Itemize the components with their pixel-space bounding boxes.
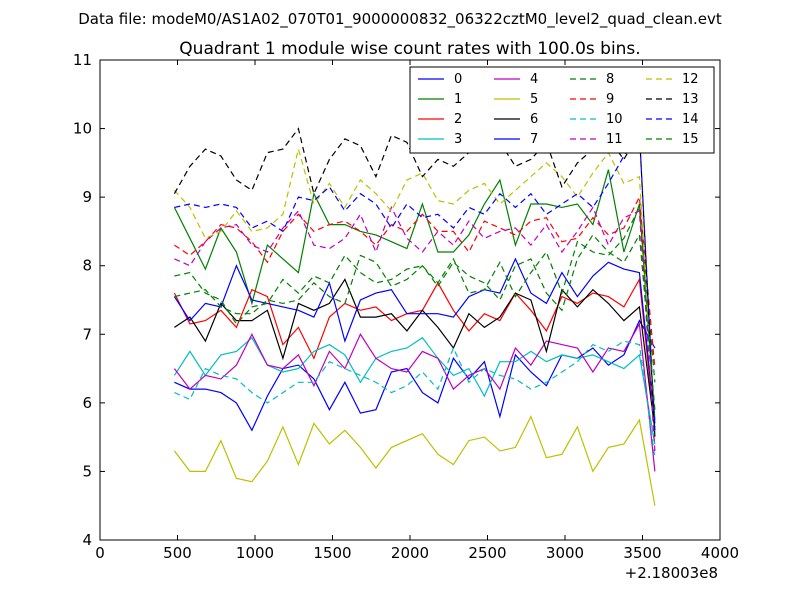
y-tick-label: 5 xyxy=(82,462,92,480)
y-tick-label: 10 xyxy=(73,120,92,138)
series-line-14 xyxy=(174,130,656,431)
x-offset-label: +2.18003e8 xyxy=(625,564,718,582)
series-line-9 xyxy=(174,194,656,369)
series-line-7 xyxy=(173,257,656,424)
legend-label-8: 8 xyxy=(606,72,614,87)
legend-label-13: 13 xyxy=(682,92,699,107)
legend-label-11: 11 xyxy=(606,132,623,147)
y-tick-label: 6 xyxy=(82,394,92,412)
y-tick-label: 8 xyxy=(82,257,92,275)
legend-label-10: 10 xyxy=(606,112,623,127)
legend-label-5: 5 xyxy=(530,92,538,107)
legend-label-12: 12 xyxy=(682,72,699,87)
y-tick-label: 9 xyxy=(82,188,92,206)
y-tick-label: 11 xyxy=(73,51,92,69)
legend-label-15: 15 xyxy=(682,132,699,147)
legend-label-3: 3 xyxy=(454,132,462,147)
series-line-0 xyxy=(174,319,656,432)
legend-label-0: 0 xyxy=(454,72,462,87)
series-line-10 xyxy=(174,340,656,458)
y-tick-label: 7 xyxy=(82,325,92,343)
series-line-11 xyxy=(174,205,656,451)
legend-label-14: 14 xyxy=(682,112,699,127)
axis-ticks: 0 500 1000 1500 2000 2500 3000 3500 400045678910… xyxy=(73,51,739,562)
x-tick-label: 0 xyxy=(95,544,105,562)
x-tick-label: 3500 xyxy=(623,544,661,562)
y-tick-label: 4 xyxy=(82,531,92,549)
series-line-1 xyxy=(173,169,656,421)
x-tick-label: 2500 xyxy=(468,544,506,562)
x-tick-label: 2000 xyxy=(391,544,429,562)
legend-box xyxy=(409,66,715,154)
x-tick-label: 4000 xyxy=(701,544,739,562)
series-line-2 xyxy=(173,277,656,431)
x-tick-label: 1000 xyxy=(236,544,274,562)
series-line-3 xyxy=(173,336,656,445)
series-line-8 xyxy=(174,205,656,383)
series-line-13 xyxy=(173,99,656,438)
series-line-5 xyxy=(173,415,656,506)
legend-label-1: 1 xyxy=(454,92,462,107)
chart-title: Quadrant 1 module wise count rates with … xyxy=(179,39,640,59)
series-line-12 xyxy=(173,146,656,431)
series-layer xyxy=(173,99,656,506)
legend-label-4: 4 xyxy=(530,72,538,87)
series-line-6 xyxy=(174,278,656,431)
legend-label-7: 7 xyxy=(530,132,538,147)
legend-label-2: 2 xyxy=(454,112,462,127)
series-line-4 xyxy=(173,322,656,472)
x-tick-label: 500 xyxy=(163,544,192,562)
series-line-15 xyxy=(174,232,656,410)
legend-label-6: 6 xyxy=(530,112,538,127)
data-file-label: Data file: modeM0/AS1A02_070T01_90000008… xyxy=(78,10,722,29)
legend-label-9: 9 xyxy=(606,92,614,107)
x-tick-label: 3000 xyxy=(546,544,584,562)
x-tick-label: 1500 xyxy=(313,544,351,562)
